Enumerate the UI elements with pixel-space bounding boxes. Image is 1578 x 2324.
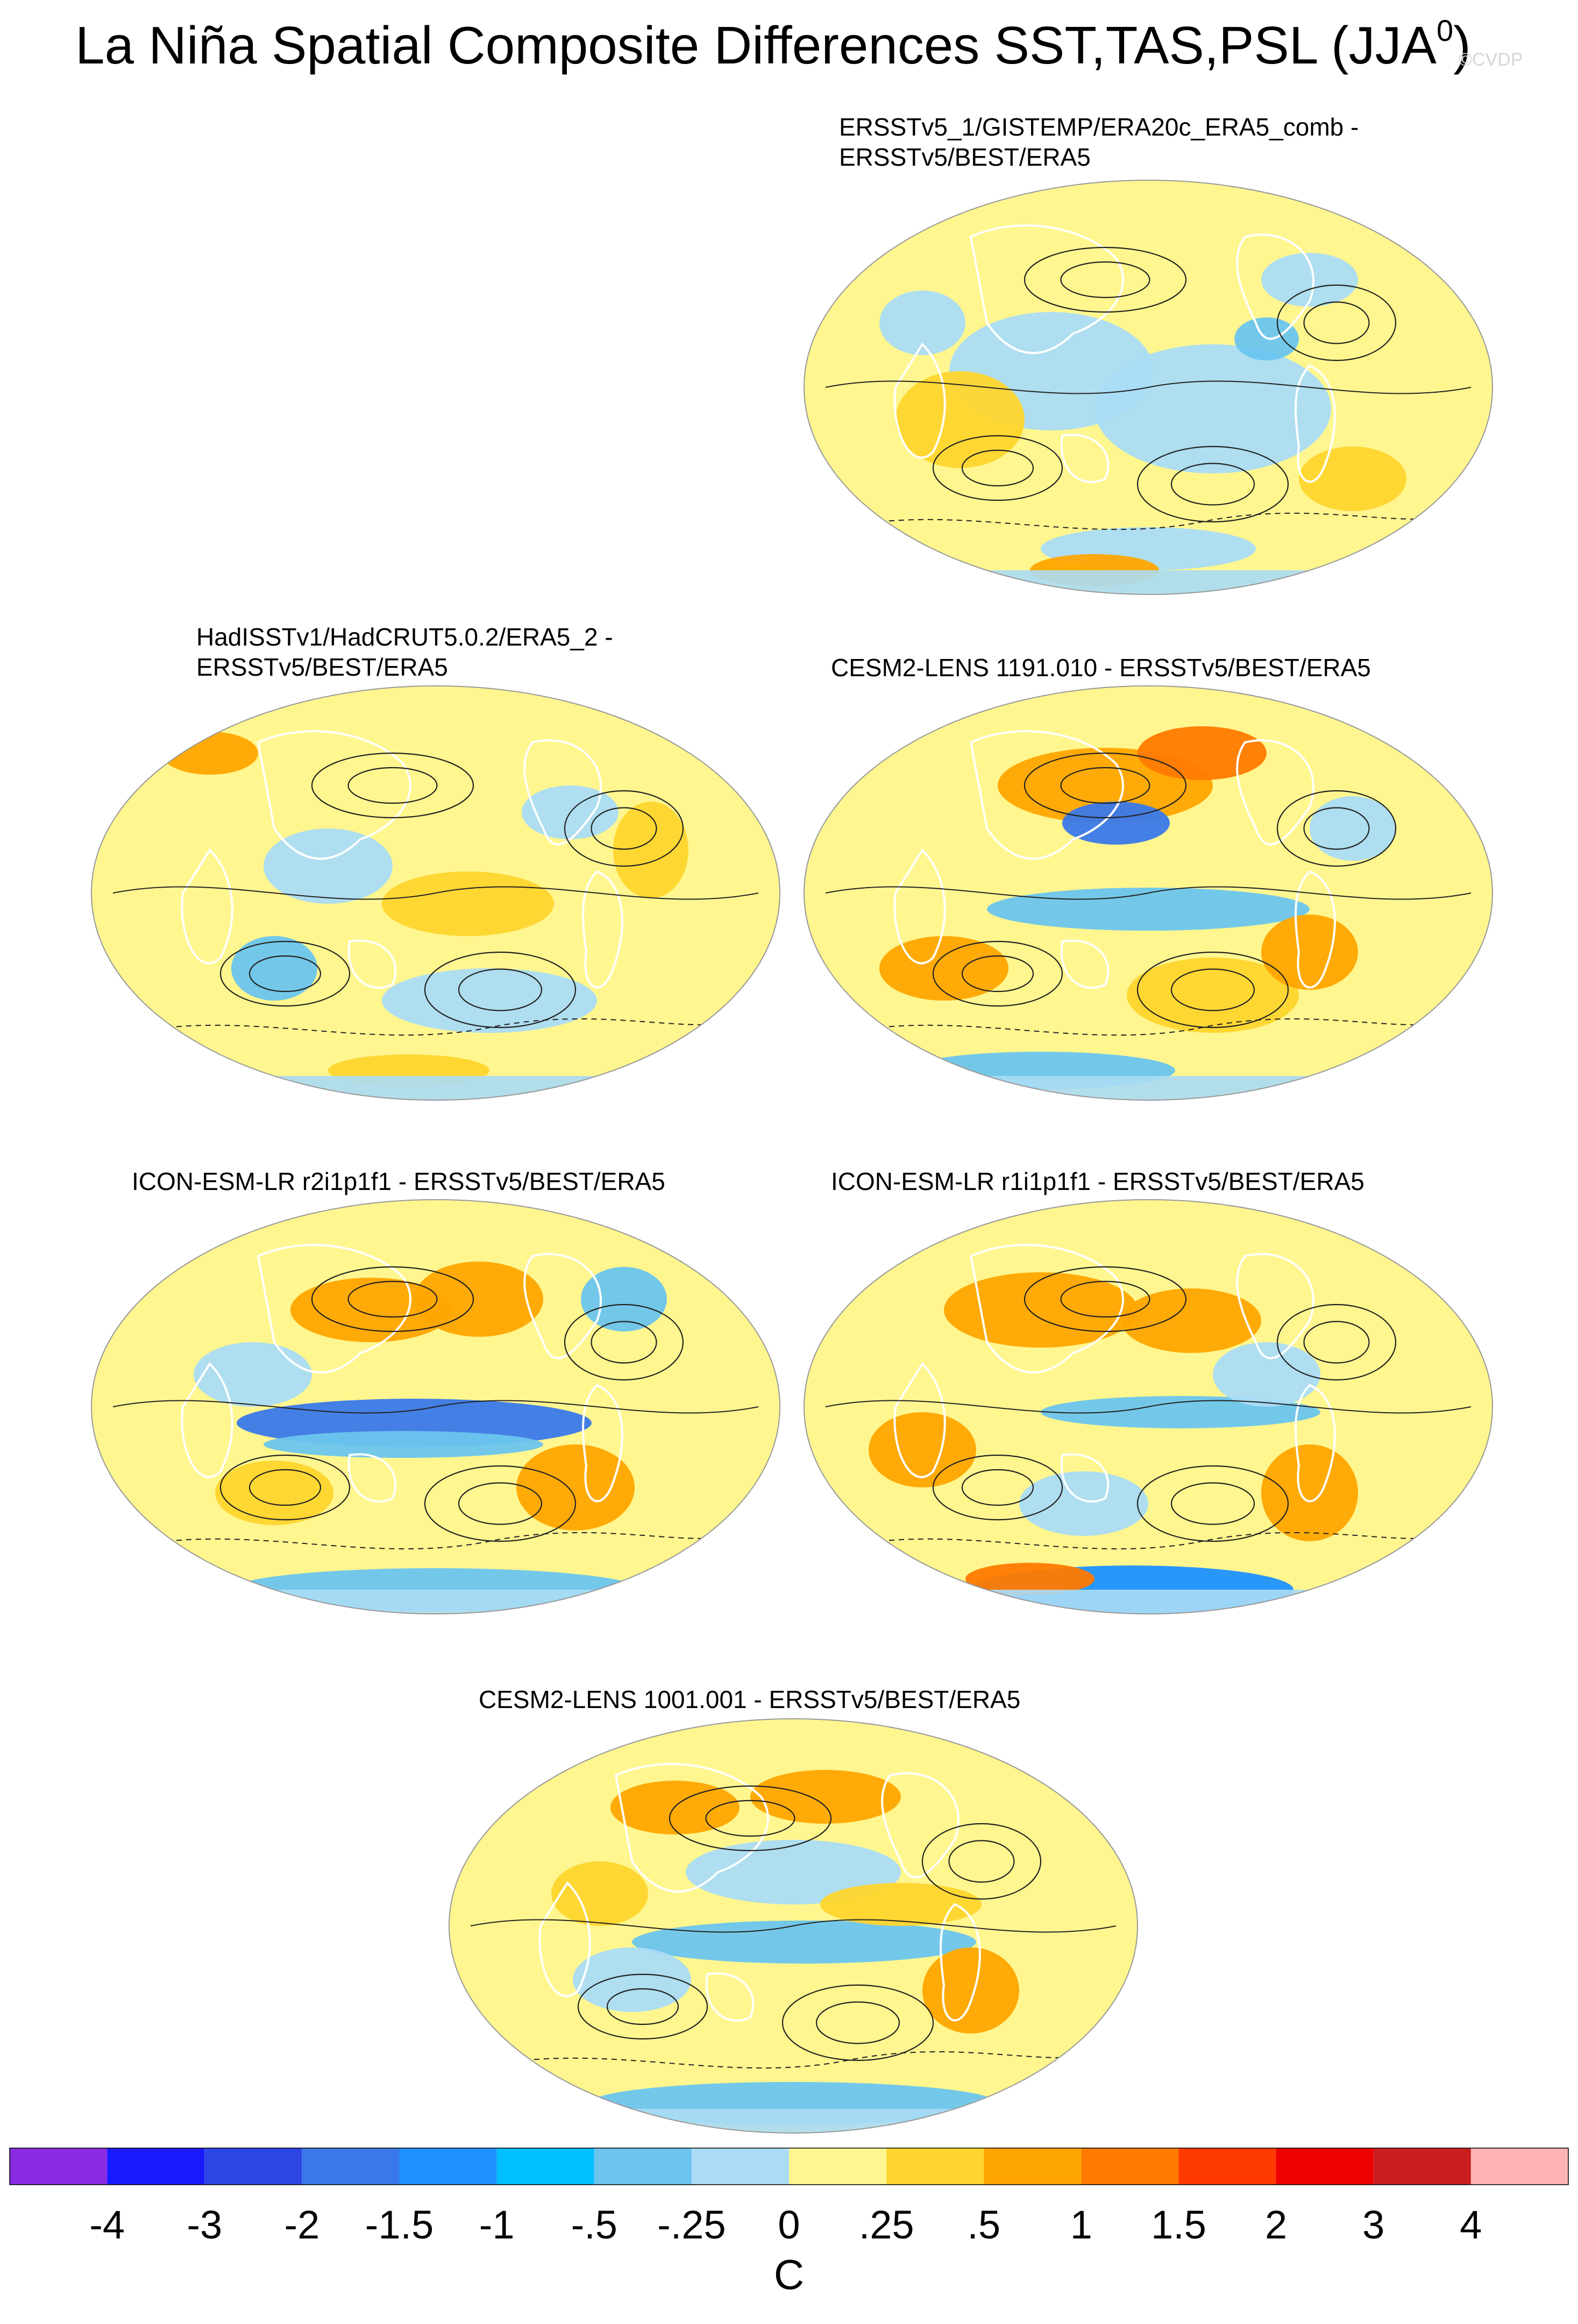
colorbar-tick-label: -.25 <box>657 2202 726 2247</box>
colorbar-units: C <box>774 2251 804 2298</box>
colorbar-swatch <box>496 2148 594 2185</box>
colorbar-tick-label: 1 <box>1070 2202 1092 2247</box>
colorbar-tick-label: .5 <box>967 2202 1000 2247</box>
colorbar-swatch <box>1178 2148 1276 2185</box>
colorbar-tick-label: -1.5 <box>365 2202 434 2247</box>
colorbar-swatch <box>399 2148 497 2185</box>
colorbar-swatch <box>204 2148 302 2185</box>
robinson-map <box>804 1199 1493 1614</box>
map-panel-p4: ICON-ESM-LR r2i1p1f1 - ERSSTv5/BEST/ERA5 <box>91 1167 780 1614</box>
panel-title: ERSSTv5/BEST/ERA5 <box>196 653 448 681</box>
colorbar-tick-label: -1 <box>479 2202 515 2247</box>
colorbar-tick-label: 2 <box>1265 2202 1287 2247</box>
colorbar-swatch <box>594 2148 692 2185</box>
panel-title: CESM2-LENS 1001.001 - ERSSTv5/BEST/ERA5 <box>479 1685 1020 1713</box>
panel-title: ICON-ESM-LR r2i1p1f1 - ERSSTv5/BEST/ERA5 <box>132 1167 665 1195</box>
colorbar-swatch <box>1373 2148 1471 2185</box>
colorbar-swatch <box>10 2148 108 2185</box>
colorbar: -4 -3 -2 -1.5 -1 -.5 -.25 0 .25 .5 1 1.5 2 3 4 C <box>9 2148 1569 2298</box>
panel-title: ICON-ESM-LR r1i1p1f1 - ERSSTv5/BEST/ERA5 <box>831 1167 1364 1195</box>
map-panel-p2: HadISSTv1/HadCRUT5.0.2/ERA5_2 -ERSSTv5/B… <box>91 623 780 1101</box>
panel-title: ERSSTv5/BEST/ERA5 <box>839 143 1091 171</box>
colorbar-tick-label: .25 <box>859 2202 914 2247</box>
colorbar-swatch <box>886 2148 984 2185</box>
colorbar-tick-label: 3 <box>1362 2202 1384 2247</box>
colorbar-swatch <box>107 2148 205 2185</box>
map-panel-p1: ERSSTv5_1/GISTEMP/ERA20c_ERA5_comb -ERSS… <box>804 113 1493 595</box>
figure-title: La Niña Spatial Composite Differences SS… <box>75 13 1471 75</box>
colorbar-swatch <box>691 2148 789 2185</box>
colorbar-swatch <box>789 2148 887 2185</box>
colorbar-tick-label: -3 <box>187 2202 222 2247</box>
colorbar-swatch <box>1470 2148 1568 2185</box>
colorbar-tick-label: -4 <box>89 2202 125 2247</box>
colorbar-tick-label: 0 <box>778 2202 800 2247</box>
map-panel-p3: CESM2-LENS 1191.010 - ERSSTv5/BEST/ERA5 <box>804 654 1493 1101</box>
map-panel-p5: ICON-ESM-LR r1i1p1f1 - ERSSTv5/BEST/ERA5 <box>804 1167 1493 1614</box>
panel-title: ERSSTv5_1/GISTEMP/ERA20c_ERA5_comb - <box>839 113 1359 141</box>
robinson-map <box>91 1199 780 1614</box>
colorbar-tick-label: 1.5 <box>1151 2202 1206 2247</box>
colorbar-tick-label: -2 <box>284 2202 319 2247</box>
map-panel-p6: CESM2-LENS 1001.001 - ERSSTv5/BEST/ERA5 <box>449 1685 1138 2134</box>
cvdp-watermark: ©CVDP <box>1459 49 1523 70</box>
colorbar-tick-label: 4 <box>1460 2202 1482 2247</box>
robinson-map <box>804 180 1493 595</box>
colorbar-swatch <box>1276 2148 1374 2185</box>
colorbar-tick-label: -.5 <box>571 2202 617 2247</box>
colorbar-swatch <box>302 2148 400 2185</box>
robinson-map <box>449 1718 1138 2134</box>
panel-title: HadISSTv1/HadCRUT5.0.2/ERA5_2 - <box>196 623 613 651</box>
colorbar-swatch <box>1081 2148 1179 2185</box>
robinson-map <box>804 685 1493 1101</box>
panel-title: CESM2-LENS 1191.010 - ERSSTv5/BEST/ERA5 <box>831 654 1371 682</box>
colorbar-swatch <box>984 2148 1082 2185</box>
robinson-map <box>91 685 780 1101</box>
